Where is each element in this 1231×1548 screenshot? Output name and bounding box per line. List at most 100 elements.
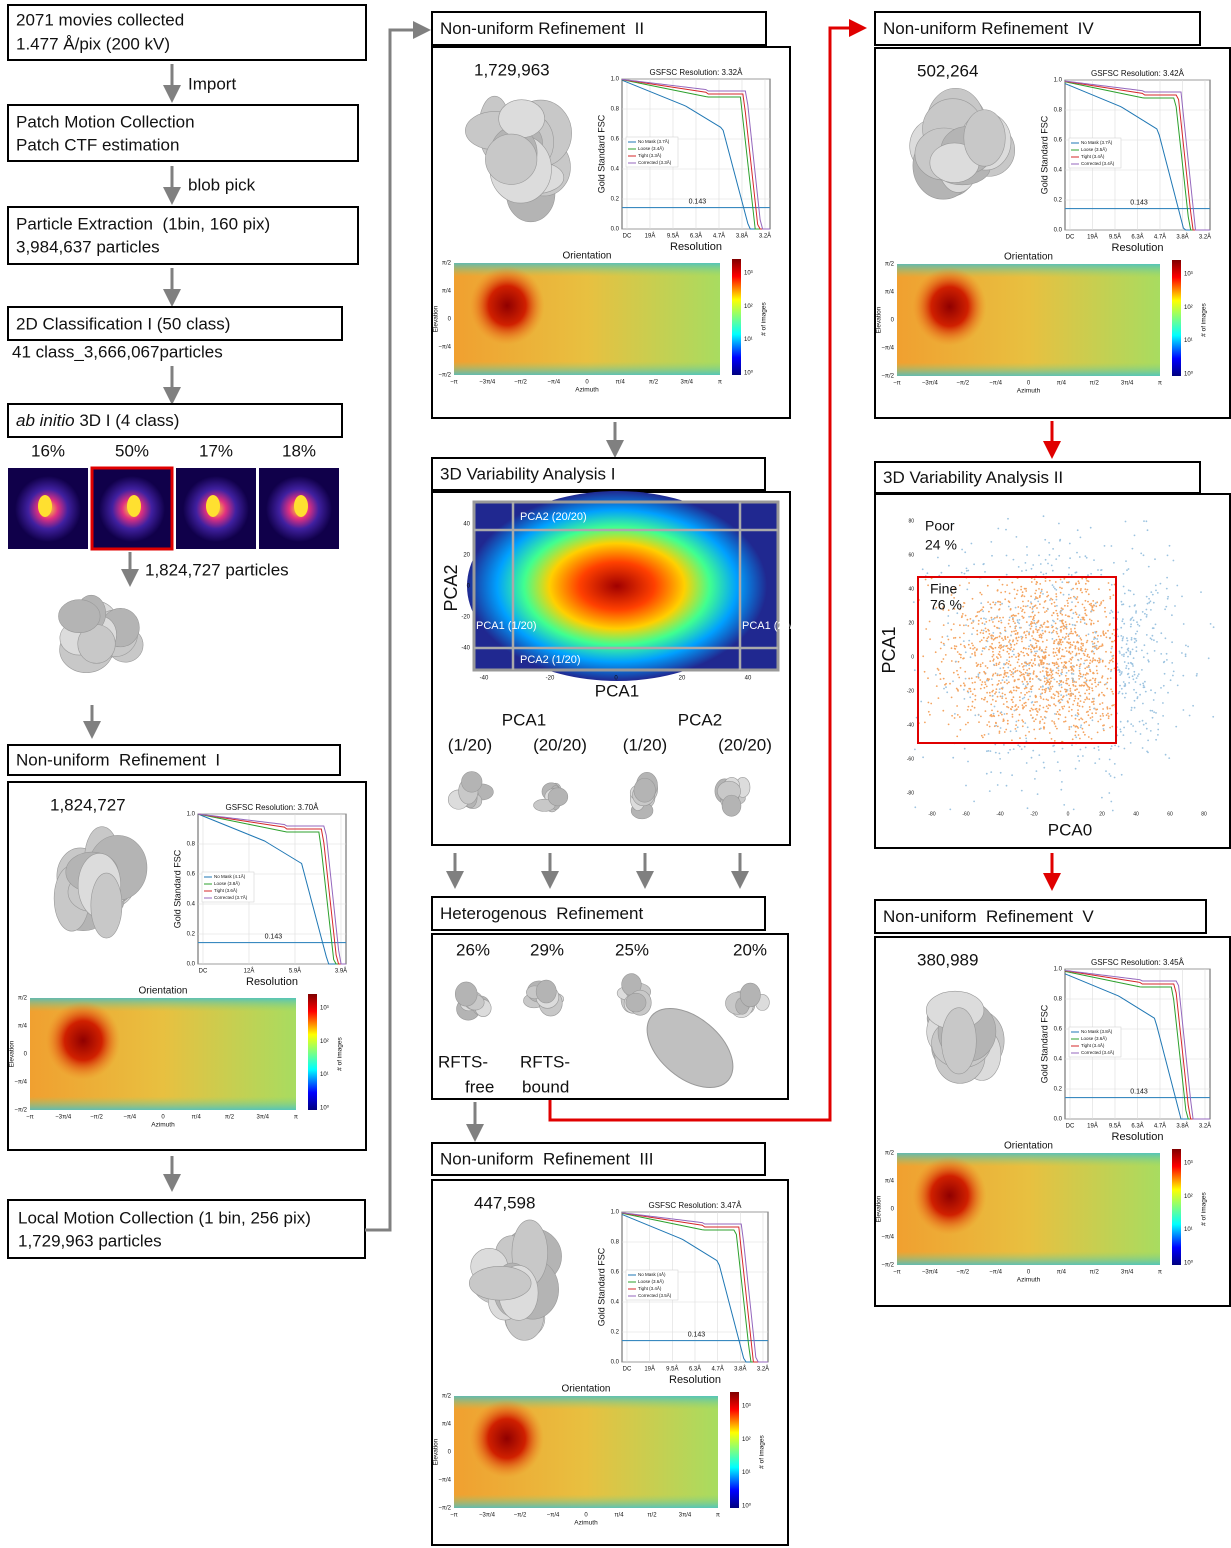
scatter-dot (1010, 730, 1012, 732)
scatter-dot (1110, 688, 1112, 690)
scatter-dot (959, 716, 961, 718)
scatter-dot (989, 695, 991, 697)
fsc-xtick: 4.7Å (1154, 234, 1166, 241)
scatter-dot (1075, 768, 1077, 770)
scatter-dot (1062, 649, 1064, 651)
scatter-dot (1025, 672, 1027, 674)
scatter-dot (1032, 638, 1034, 640)
scatter-dot (1162, 702, 1164, 704)
scatter-dot (983, 617, 985, 619)
scatter-dot (1047, 671, 1049, 673)
scatter-dot (914, 749, 916, 751)
scatter-dot (1055, 593, 1057, 595)
scatter-dot (1001, 711, 1003, 713)
scatter-dot (1108, 792, 1110, 794)
scatter-dot (1010, 635, 1012, 637)
scatter-dot (1009, 648, 1011, 650)
scatter-dot (1054, 723, 1056, 725)
scatter-dot (953, 637, 955, 639)
scatter-dot (994, 604, 996, 606)
scatter-dot (1067, 635, 1069, 637)
scatter-dot (1068, 594, 1070, 596)
fsc-ytick: 1.0 (1054, 78, 1063, 84)
scatter-dot (988, 611, 990, 613)
scatter-dot (992, 601, 994, 603)
scatter-dot (1128, 648, 1130, 650)
scatter-dot (1086, 696, 1088, 698)
scatter-dot (941, 661, 943, 663)
scatter-dot (993, 715, 995, 717)
scatter-dot (948, 565, 950, 567)
scatter-dot (997, 657, 999, 659)
scatter-dot (984, 687, 986, 689)
fsc-title: GSFSC Resolution: 3.45Å (1091, 958, 1185, 967)
scatter-dot (1048, 704, 1050, 706)
scatter-dot (1018, 613, 1020, 615)
scatter-dot (1060, 699, 1062, 701)
scatter-dot (1005, 675, 1007, 677)
scatter-dot (1087, 589, 1089, 591)
scatter-dot (1140, 733, 1142, 735)
scatter-dot (1075, 605, 1077, 607)
scatter-dot (1015, 625, 1017, 627)
scatter-dot (1065, 720, 1067, 722)
scatter-dot (1017, 670, 1019, 672)
scatter-dot (1019, 619, 1021, 621)
scatter-dot (1147, 529, 1149, 531)
scatter-dot (1075, 731, 1077, 733)
fsc-ytick: 0.6 (611, 137, 620, 143)
scatter-dot (1048, 654, 1050, 656)
scatter-dot (1143, 724, 1145, 726)
scatter-dot (1098, 658, 1100, 660)
scatter-dot (1025, 606, 1027, 608)
scatter-dot (1019, 665, 1021, 667)
scatter-dot (1133, 671, 1135, 673)
scatter-dot (1007, 720, 1009, 722)
scatter-dot (1036, 581, 1038, 583)
scatter-dot (1051, 565, 1053, 567)
scatter-dot (968, 678, 970, 680)
scatter-dot (1133, 657, 1135, 659)
scatter-dot (1105, 665, 1107, 667)
scatter-dot (1080, 676, 1082, 678)
legend-entry: Loose (3.6Å) (638, 1278, 664, 1284)
orientation-xlabel: Azimuth (1017, 388, 1041, 395)
orientation-ytick: π/2 (885, 1151, 895, 1157)
scatter-dot (1075, 632, 1077, 634)
scatter-dot (1044, 656, 1046, 658)
scatter-dot (1063, 804, 1065, 806)
fsc-ytick: 0.2 (611, 197, 620, 203)
scatter-dot (947, 635, 949, 637)
scatter-dot (1070, 628, 1072, 630)
scatter-dot (1022, 698, 1024, 700)
fsc-ytick: 0.4 (187, 902, 196, 908)
threshold-label: 0.143 (689, 198, 707, 205)
scatter-dot (950, 629, 952, 631)
scatter-dot (1068, 685, 1070, 687)
scatter-dot (1074, 648, 1076, 650)
scatter-dot (966, 589, 968, 591)
orientation-ytick: −π/2 (881, 374, 894, 380)
scatter-dot (963, 682, 965, 684)
orientation-title: Orientation (1004, 252, 1053, 263)
scatter-dot (1009, 593, 1011, 595)
scatter-dot (1114, 745, 1116, 747)
scatter-dot (986, 638, 988, 640)
scatter-dot (948, 724, 950, 726)
scatter-dot (1016, 721, 1018, 723)
scatter-dot (1122, 636, 1124, 638)
scatter-dot (1040, 563, 1042, 565)
scatter-dot (1086, 580, 1088, 582)
scatter-dot (997, 784, 999, 786)
scatter-dot (1075, 736, 1077, 738)
scatter-dot (1167, 596, 1169, 598)
scatter-dot (1033, 720, 1035, 722)
fsc-plot: GSFSC Resolution: 3.45Å0.00.20.40.60.81.… (1039, 958, 1211, 1143)
scatter-dot (1059, 611, 1061, 613)
scatter-dot (1055, 558, 1057, 560)
threshold-label: 0.143 (1130, 199, 1148, 206)
scatter-dot (1071, 617, 1073, 619)
scatter-dot (1025, 685, 1027, 687)
scatter-dot (1015, 730, 1017, 732)
scatter-dot (1053, 612, 1055, 614)
